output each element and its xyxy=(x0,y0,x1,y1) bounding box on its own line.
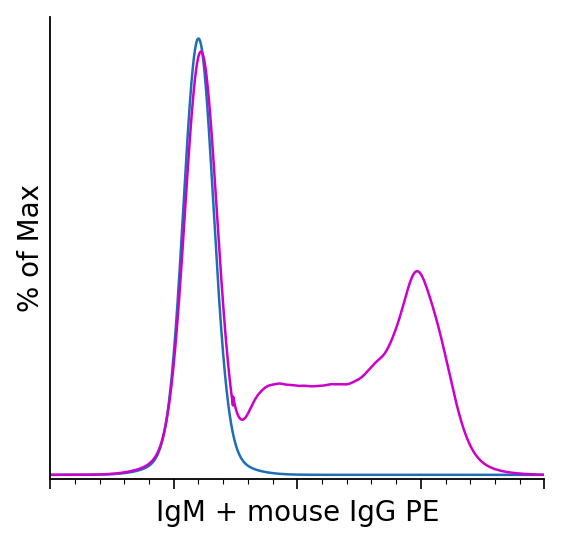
X-axis label: IgM + mouse IgG PE: IgM + mouse IgG PE xyxy=(155,499,439,527)
Y-axis label: % of Max: % of Max xyxy=(17,184,45,312)
